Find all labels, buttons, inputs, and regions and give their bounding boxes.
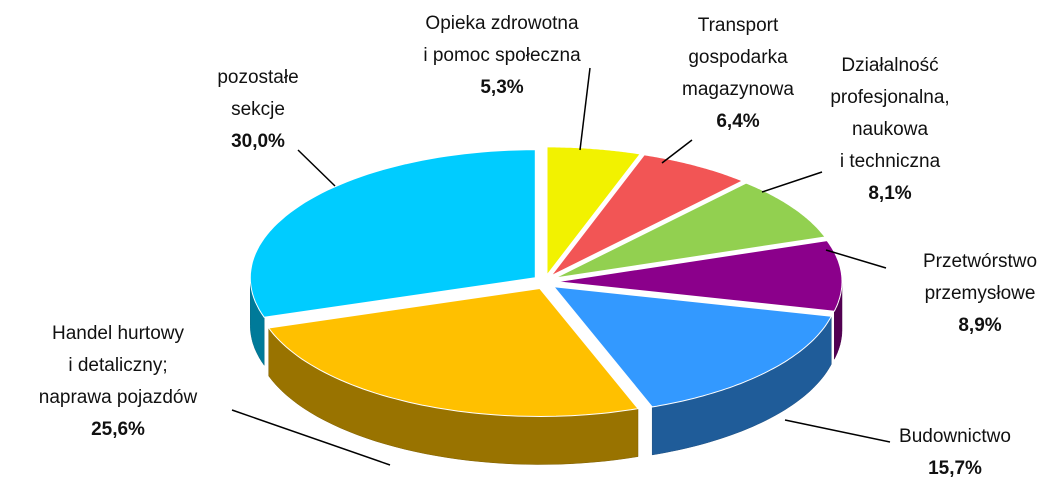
slice [249,149,536,318]
value-label: 25,6% [91,419,145,440]
leader-line [231,409,391,466]
value-label: 5,3% [480,77,523,98]
slice-label: naprawa pojazdów [39,387,198,408]
slice-label: Opieka zdrowotna [425,13,579,34]
leader-line [297,149,336,187]
value-label: 8,9% [958,315,1001,336]
slice-label: i pomoc społeczna [423,45,581,66]
slice-label: Przetwórstwo [923,251,1037,272]
value-label: 30,0% [231,131,285,152]
slice [552,286,833,408]
value-label: 15,7% [928,458,982,479]
slice-label: sekcje [231,99,285,120]
leader-line [579,67,591,151]
leader-line [784,419,891,443]
slice-label: Działalność [841,55,938,76]
slice [267,287,639,418]
slice-label: profesjonalna, [830,87,949,108]
slice [550,154,744,277]
value-label: 8,1% [868,183,911,204]
slice-label: Handel hurtowy [52,323,185,344]
slice-label: gospodarka [688,47,788,68]
slice-label: i techniczna [840,151,941,172]
slice [556,240,843,312]
slice-label: pozostałe [217,67,298,88]
slice-label: i detaliczny; [68,355,167,376]
slice-label: Transport [698,15,779,36]
slice [546,146,642,277]
slice-label: Budownictwo [899,426,1011,447]
slice-label: naukowa [852,119,928,140]
slice-label: magazynowa [682,79,794,100]
value-label: 6,4% [716,111,759,132]
slice-label: przemysłowe [925,283,1036,304]
leader-line [761,171,823,193]
leader-line [661,139,693,164]
slice [554,182,826,279]
leader-line [825,249,887,269]
